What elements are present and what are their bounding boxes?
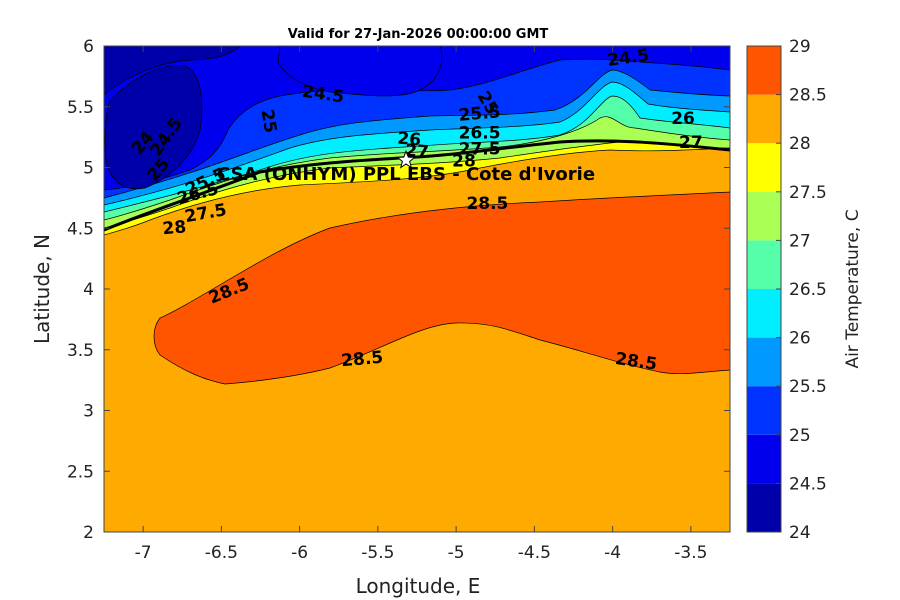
y-tick-label: 5 [83, 159, 94, 179]
colorbar-tick-label: 26 [789, 329, 811, 349]
x-axis-label: Longitude, E [356, 574, 481, 598]
colorbar-swatch [747, 289, 781, 338]
contour-label: 28 [162, 217, 187, 239]
y-axis-ticks: 2 2.5 3 3.5 4 4.5 5 5.5 6 [67, 37, 730, 543]
x-tick-label: -3.5 [674, 543, 707, 563]
colorbar-swatch [747, 240, 781, 289]
y-tick-label: 3.5 [67, 341, 94, 361]
site-star-icon [396, 149, 416, 169]
colorbar-tick-label: 29 [789, 37, 811, 57]
x-axis-ticks: -7 -6.5 -6 -5.5 -5 -4.5 -4 -3.5 [135, 46, 707, 563]
x-tick-label: -5.5 [361, 543, 394, 563]
contour-label: 26.5 [459, 123, 501, 143]
contour-label: 26 [671, 109, 695, 129]
chart-title: Valid for 27-Jan-2026 00:00:00 GMT [288, 27, 549, 42]
site-marker-group: CSA (ONHYM) PPL EBS - Cote d'Ivorie [217, 149, 595, 185]
site-label: CSA (ONHYM) PPL EBS - Cote d'Ivorie [217, 164, 595, 185]
contour-fields [104, 46, 730, 532]
x-tick-label: -4 [604, 543, 621, 563]
colorbar-swatch [747, 434, 781, 484]
contour-label: 25 [256, 108, 280, 135]
colorbar-swatch [747, 143, 781, 192]
x-tick-label: -6 [291, 543, 308, 563]
y-tick-label: 5.5 [67, 98, 94, 118]
colorbar-swatch [747, 46, 781, 95]
y-tick-label: 2 [83, 523, 94, 543]
band-24 [104, 65, 203, 190]
colorbar-tick-label: 27.5 [789, 183, 827, 203]
colorbar-tick-label: 27 [789, 231, 811, 251]
contour-label: 26 [397, 129, 422, 151]
contour-label: 28 [452, 151, 476, 171]
y-tick-label: 4.5 [67, 219, 94, 239]
colorbar-swatch [747, 337, 781, 387]
colorbar-tick-label: 25 [789, 426, 811, 446]
x-tick-label: -4.5 [518, 543, 551, 563]
y-tick-label: 6 [83, 37, 94, 57]
contour-label: 27.5 [459, 139, 501, 159]
colorbar-tick-label: 28 [789, 134, 811, 154]
y-tick-label: 3 [83, 402, 94, 422]
colorbar-swatch [747, 483, 781, 532]
y-tick-label: 4 [83, 280, 94, 300]
contour-label: 28.5 [466, 194, 508, 214]
contour-label: 28.5 [340, 348, 384, 372]
x-tick-label: -7 [135, 543, 152, 563]
colorbar-tick-label: 24 [789, 523, 811, 543]
band-28.5 [153, 191, 730, 385]
x-tick-label: -5 [448, 543, 465, 563]
colorbar-label: Air Temperature, C [843, 209, 863, 368]
y-axis-label: Latitude, N [30, 234, 54, 344]
colorbar-tick-label: 26.5 [789, 280, 827, 300]
colorbar-tick-label: 28.5 [789, 86, 827, 106]
colorbar-swatch [747, 94, 781, 144]
colorbar-tick-label: 24.5 [789, 474, 827, 494]
colorbar-swatch [747, 191, 781, 241]
band-24.5-north [277, 46, 443, 97]
contour-label: 27 [679, 133, 703, 153]
colorbar-swatch [747, 386, 781, 435]
x-tick-label: -6.5 [205, 543, 238, 563]
y-tick-label: 2.5 [67, 462, 94, 482]
colorbar-tick-label: 25.5 [789, 377, 827, 397]
band-24-north [104, 46, 241, 96]
colorbar: 24 24.5 25 25.5 26 26.5 27 27.5 28 28.5 29 [746, 37, 827, 543]
contour-label: 25.5 [458, 102, 502, 126]
